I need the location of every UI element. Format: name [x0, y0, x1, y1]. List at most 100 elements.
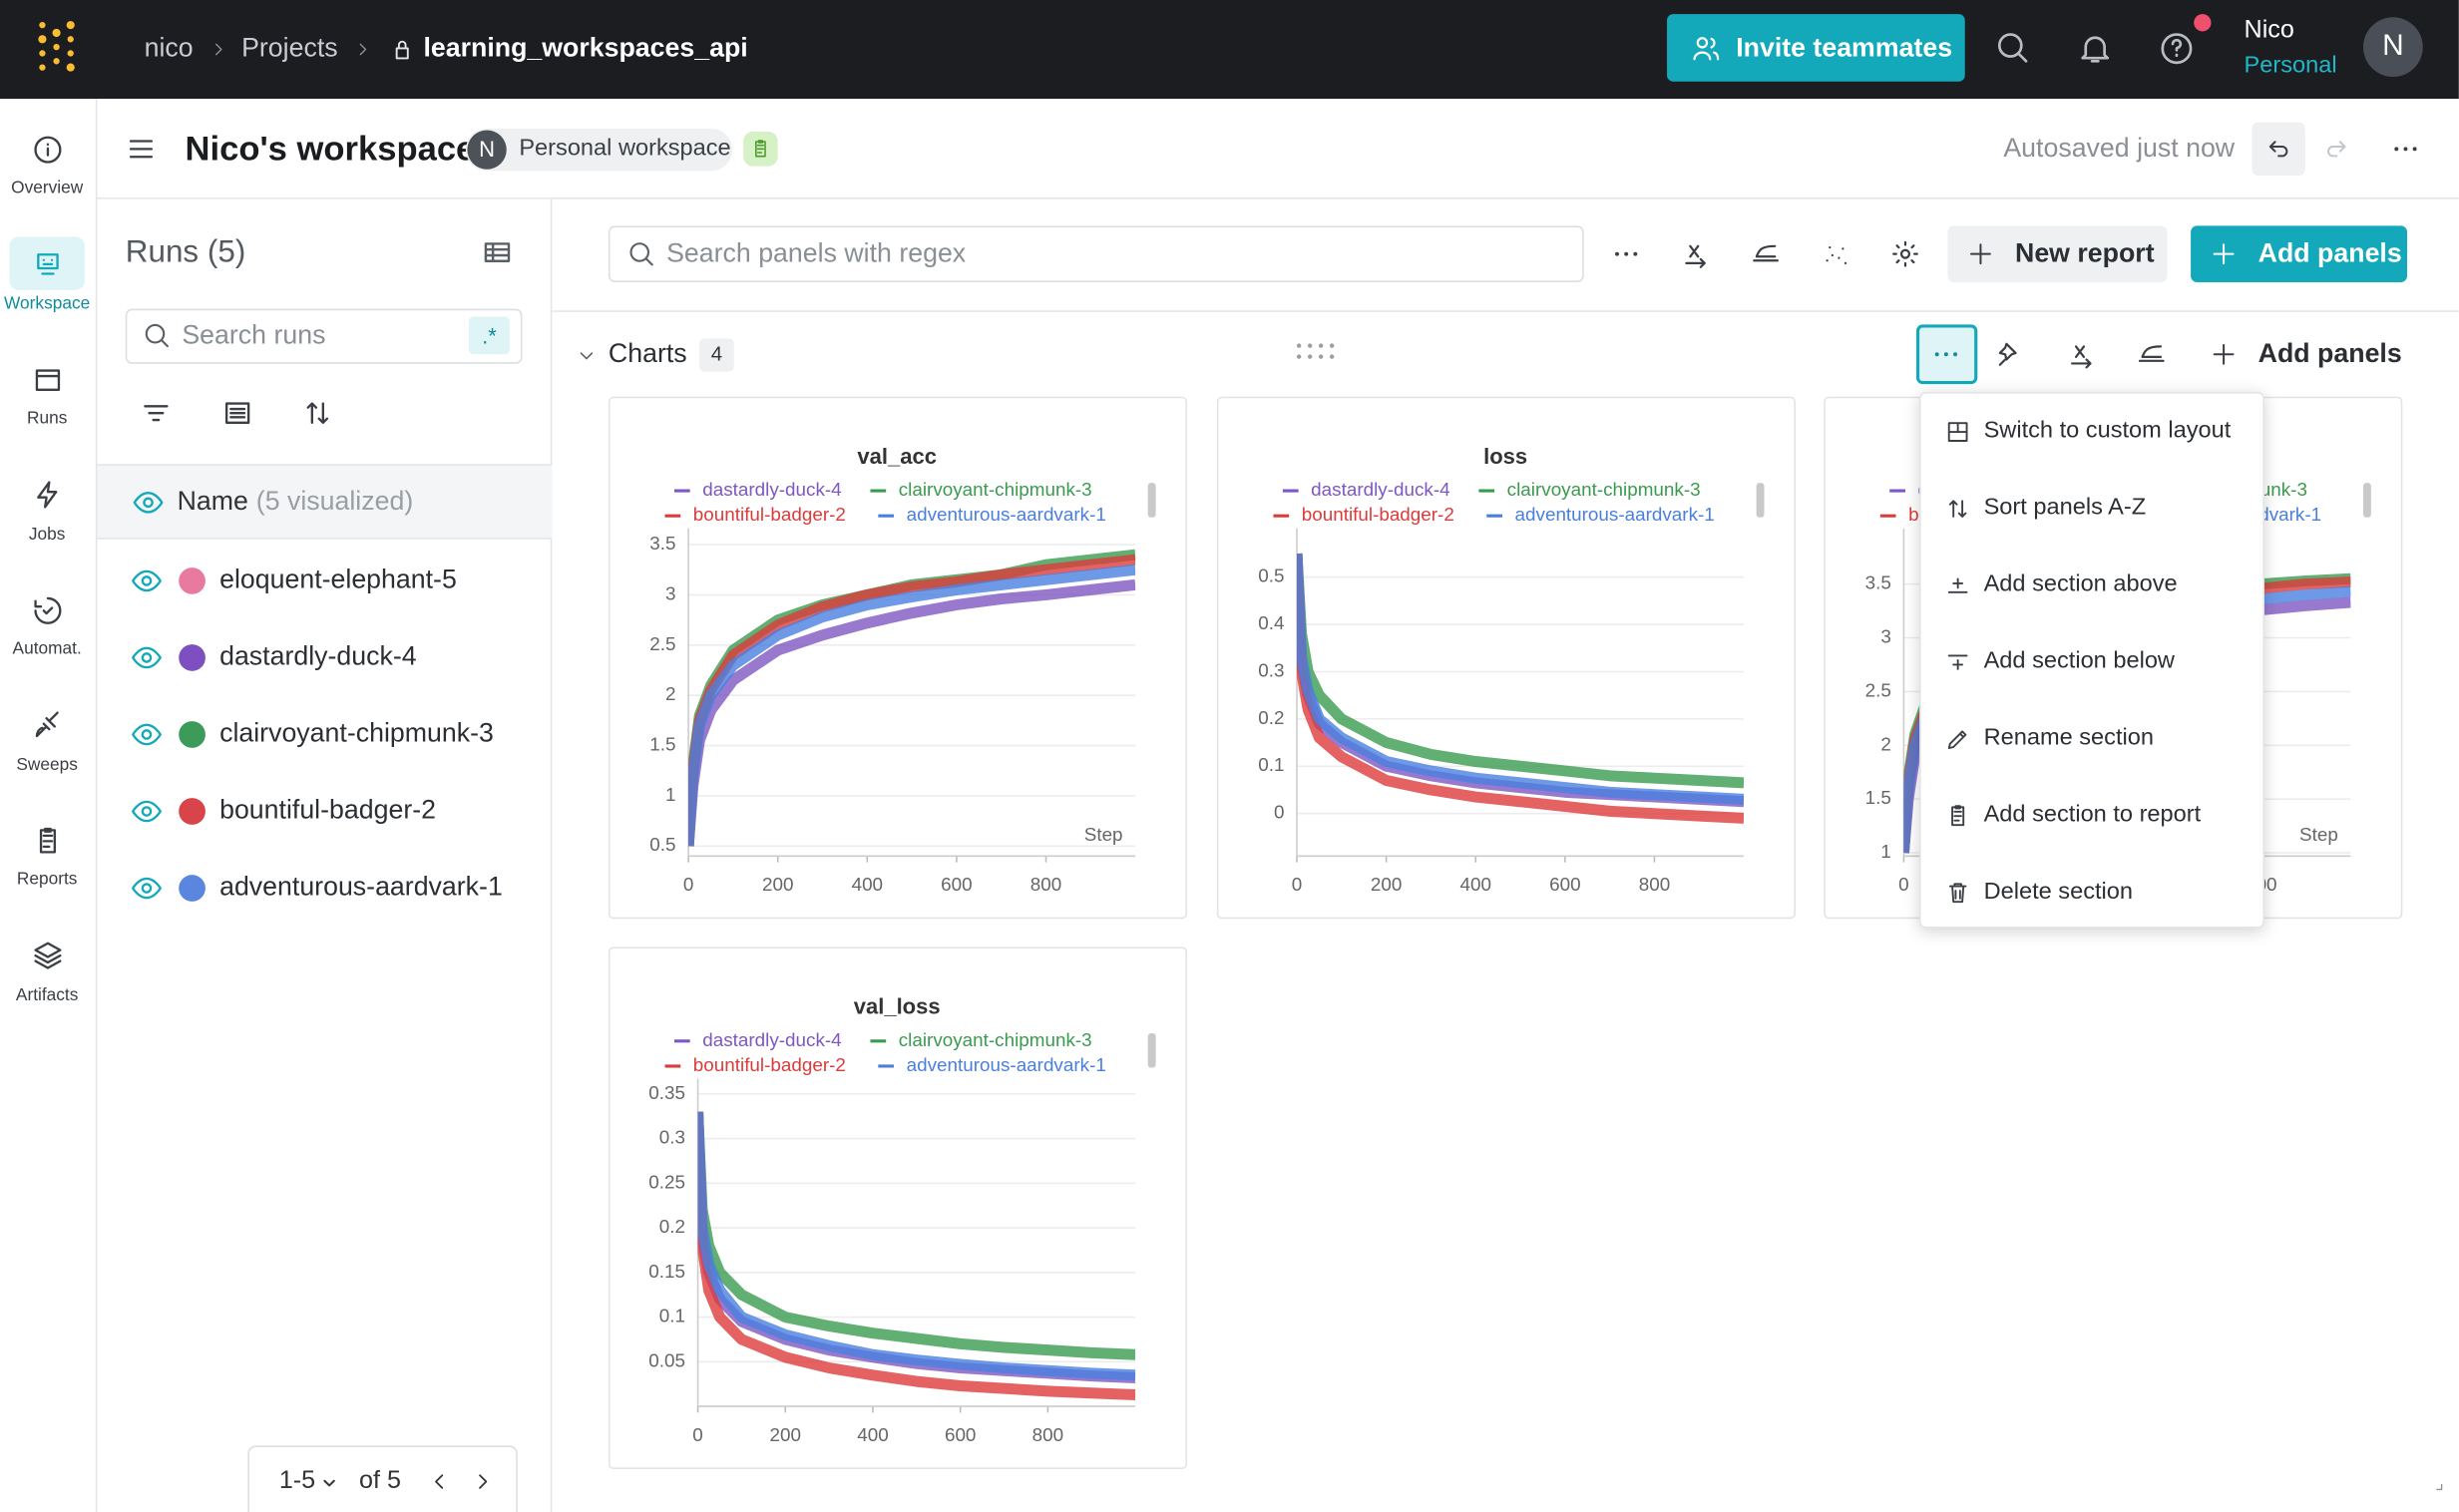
run-name[interactable]: adventurous-aardvark-1 — [219, 872, 503, 902]
section-add-plus[interactable] — [2210, 340, 2238, 368]
run-color-dot[interactable] — [179, 721, 205, 748]
help-icon[interactable] — [2158, 30, 2196, 68]
regex-toggle[interactable] — [469, 316, 510, 355]
logo[interactable] — [27, 16, 90, 79]
toolbar-icon[interactable] — [1821, 238, 1851, 269]
more-icon[interactable] — [2390, 134, 2421, 165]
nav-icon[interactable] — [31, 478, 64, 511]
undo-icon — [2268, 141, 2288, 158]
run-visibility-icon[interactable] — [130, 564, 163, 596]
invite-label: Invite teammates — [1736, 33, 1953, 63]
run-color-dot[interactable] — [179, 644, 205, 671]
section-icon[interactable] — [2067, 339, 2098, 370]
chart-title: val_loss — [854, 994, 941, 1019]
menu-item-icon[interactable] — [1943, 802, 1970, 829]
x-tick-label: 0 — [1898, 874, 1909, 895]
chart-panel — [1216, 396, 1796, 920]
menu-item[interactable]: Switch to custom layout — [1983, 417, 2232, 444]
prev-page-icon[interactable] — [427, 1469, 452, 1494]
nav-icon[interactable] — [31, 824, 64, 857]
toolbar-icon[interactable] — [1889, 238, 1920, 269]
next-page-icon[interactable] — [471, 1469, 496, 1494]
run-visibility-icon[interactable] — [130, 717, 163, 750]
menu-item[interactable]: Add section above — [1983, 570, 2178, 597]
nav-label[interactable]: Runs — [26, 409, 68, 429]
nav-label[interactable]: Artifacts — [15, 985, 79, 1004]
group-icon[interactable] — [220, 396, 253, 429]
chart: 0.05 0.1 0.15 0.2 0.25 0.3 0.35 0 200 400 600 800 va… — [648, 994, 1156, 1445]
run-color-dot[interactable] — [179, 567, 205, 594]
nav-icon-shape — [36, 253, 58, 275]
toolbar-icon[interactable] — [1681, 238, 1712, 269]
chart-title: val_acc — [857, 444, 937, 469]
y-tick-label: 3 — [665, 582, 675, 603]
nav-icon[interactable] — [31, 709, 64, 742]
visibility-all-icon[interactable] — [131, 486, 164, 519]
sort-icon[interactable] — [300, 396, 333, 429]
menu-item-icon[interactable] — [1943, 495, 1970, 522]
nav-icon[interactable] — [31, 593, 64, 626]
undo-button[interactable] — [2252, 122, 2305, 177]
menu-item[interactable]: Delete section — [1983, 878, 2134, 906]
legend-scrollbar — [2363, 483, 2371, 518]
menu-item[interactable]: Add section to report — [1983, 801, 2202, 829]
nav-label[interactable]: Reports — [16, 870, 78, 890]
nav-label[interactable]: Overview — [11, 179, 84, 198]
bell-icon[interactable] — [2076, 30, 2114, 68]
section-add-panels[interactable]: Add panels — [2257, 338, 2402, 369]
new-report-plus — [1970, 243, 1991, 265]
nav-label[interactable]: Sweeps — [16, 754, 78, 774]
nav-label[interactable]: Workspace — [4, 293, 91, 313]
menu-item-icon[interactable] — [1943, 725, 1970, 752]
nav-icon[interactable] — [31, 133, 64, 166]
menu-item[interactable]: Sort panels A-Z — [1983, 494, 2147, 521]
toolbar-icon[interactable] — [1750, 238, 1781, 269]
nav-label[interactable]: Jobs — [28, 524, 66, 544]
run-color-dot[interactable] — [179, 798, 205, 825]
breadcrumb[interactable]: learning_workspaces_api — [423, 33, 748, 63]
invite-button[interactable] — [1667, 14, 1965, 82]
menu-item-icon[interactable] — [1943, 571, 1970, 598]
menu-item-icon[interactable] — [1943, 648, 1970, 675]
breadcrumb[interactable]: Projects — [241, 33, 338, 63]
toolbar-icon[interactable] — [1610, 238, 1641, 269]
nav-icon[interactable] — [31, 940, 64, 972]
table-toggle-icon-shape — [484, 242, 511, 262]
menu-item-icon[interactable] — [1943, 879, 1970, 906]
run-color-dot[interactable] — [179, 875, 205, 902]
nav-icon[interactable] — [31, 363, 64, 396]
menu-item[interactable]: Add section below — [1983, 647, 2175, 674]
breadcrumb[interactable]: nico — [144, 33, 194, 63]
section-title[interactable]: Charts — [608, 338, 687, 369]
run-name[interactable]: clairvoyant-chipmunk-3 — [219, 717, 494, 748]
panel-search-box[interactable] — [608, 225, 1584, 282]
drag-handle[interactable] — [1295, 329, 1339, 373]
user-avatar[interactable] — [2363, 17, 2423, 78]
section-collapse-icon[interactable] — [576, 345, 598, 367]
run-visibility-icon[interactable] — [130, 794, 163, 827]
section-icon[interactable] — [2136, 339, 2167, 370]
nav-label[interactable]: Automat. — [12, 639, 82, 659]
legend-label: dastardly-duck-4 — [702, 1029, 841, 1050]
search-icon[interactable] — [1995, 30, 2033, 68]
legend-label: clairvoyant-chipmunk-3 — [899, 1029, 1092, 1050]
series-band — [688, 564, 1136, 847]
menu-item-icon-shape — [1947, 421, 1967, 442]
run-name[interactable]: eloquent-elephant-5 — [219, 564, 457, 594]
section-icon[interactable] — [1995, 339, 2026, 370]
y-tick-label: 2 — [1880, 733, 1891, 754]
x-tick-label: 0 — [692, 1424, 702, 1445]
table-toggle-icon[interactable] — [482, 235, 517, 270]
filter-icon[interactable] — [139, 396, 172, 429]
nav-icon[interactable] — [31, 247, 64, 280]
redo-icon[interactable] — [2322, 135, 2350, 163]
run-visibility-icon[interactable] — [130, 871, 163, 904]
hamburger-icon[interactable] — [126, 134, 157, 165]
run-name[interactable]: bountiful-badger-2 — [219, 795, 436, 825]
run-name[interactable]: dastardly-duck-4 — [219, 640, 417, 671]
runs-search-box[interactable] — [125, 308, 523, 364]
menu-item-icon[interactable] — [1943, 418, 1970, 445]
pagination-range[interactable]: 1-5 — [278, 1467, 316, 1495]
menu-item[interactable]: Rename section — [1983, 724, 2154, 751]
run-visibility-icon[interactable] — [130, 640, 163, 673]
